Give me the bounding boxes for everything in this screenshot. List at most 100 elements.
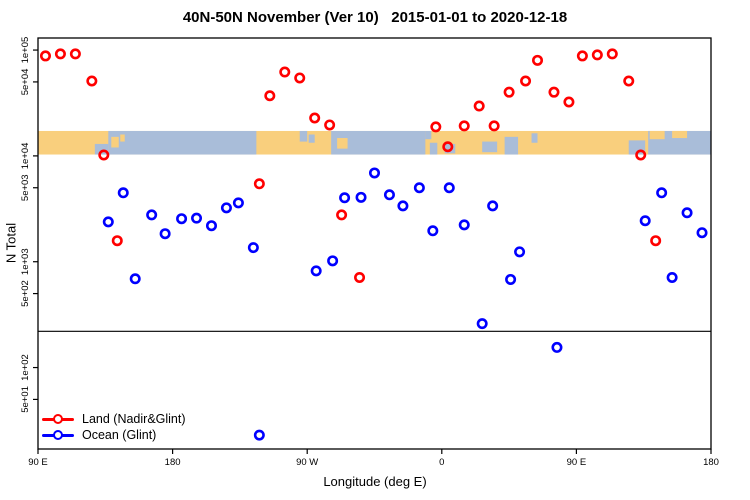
legend-label-land: Land (Nadir&Glint) — [82, 412, 186, 426]
data-point-ocean — [232, 197, 244, 209]
chart-title: 40N-50N November (Ver 10) 2015-01-01 to … — [182, 9, 568, 26]
data-point-ocean — [339, 192, 351, 204]
map-feature-ocean — [94, 143, 109, 155]
y-axis-label: N Total — [3, 222, 19, 264]
data-point-ocean — [666, 271, 678, 283]
data-point-land — [430, 121, 442, 133]
data-point-ocean — [159, 228, 171, 240]
ocean-series-symbol — [42, 429, 74, 442]
data-point-land — [336, 209, 348, 221]
data-point-land — [576, 50, 588, 62]
data-point-ocean — [383, 189, 395, 201]
x-tick-label: 180 — [703, 457, 719, 468]
data-point-ocean — [220, 202, 232, 214]
map-feature-ocean — [425, 130, 432, 140]
data-point-ocean — [397, 200, 409, 212]
data-point-ocean — [681, 207, 693, 219]
data-point-land — [458, 120, 470, 132]
map-band-ocean — [331, 130, 426, 155]
data-point-land — [532, 54, 544, 66]
y-tick-label: 5e+02 — [20, 280, 31, 307]
data-point-ocean — [458, 219, 470, 231]
data-point-land — [309, 112, 321, 124]
y-tick-label: 5e+01 — [20, 386, 31, 413]
data-point-ocean — [191, 212, 203, 224]
map-feature-ocean — [299, 130, 308, 142]
data-point-ocean — [505, 273, 517, 285]
map-feature-land — [111, 136, 119, 148]
ocean-circle-icon — [52, 430, 63, 440]
data-point-land — [294, 72, 306, 84]
data-point-ocean — [656, 187, 668, 199]
x-tick-label: 90 E — [28, 457, 48, 468]
data-point-ocean — [146, 209, 158, 221]
data-point-land — [563, 96, 575, 108]
map-feature-land — [649, 130, 665, 140]
data-point-ocean — [368, 167, 380, 179]
data-point-land — [39, 50, 51, 62]
data-point-land — [111, 235, 123, 247]
data-point-ocean — [327, 255, 339, 267]
x-tick-label: 90 W — [296, 457, 318, 468]
data-point-ocean — [487, 200, 499, 212]
y-tick-label: 1e+05 — [20, 37, 31, 64]
data-point-land — [488, 120, 500, 132]
map-feature-ocean — [444, 143, 456, 154]
map-feature-ocean — [482, 141, 498, 153]
x-tick-label: 0 — [439, 457, 444, 468]
data-point-land — [623, 75, 635, 87]
data-point-land — [86, 75, 98, 87]
data-point-land — [253, 178, 265, 190]
data-point-land — [69, 48, 81, 60]
data-point-ocean — [310, 265, 322, 277]
data-point-land — [591, 49, 603, 61]
legend-label-ocean: Ocean (Glint) — [82, 428, 157, 442]
data-point-land — [650, 235, 662, 247]
y-tick-label: 1e+02 — [20, 354, 31, 381]
map-band-ocean — [108, 130, 257, 155]
data-point-ocean — [639, 215, 651, 227]
data-point-land — [279, 66, 291, 78]
map-feature-land — [337, 138, 348, 149]
data-point-ocean — [696, 227, 708, 239]
map-feature-land — [672, 130, 688, 139]
land-circle-icon — [52, 414, 63, 424]
y-tick-label: 5e+04 — [20, 69, 31, 96]
y-tick-label: 5e+03 — [20, 174, 31, 201]
x-tick-label: 180 — [165, 457, 181, 468]
data-point-ocean — [413, 182, 425, 194]
data-point-land — [606, 48, 618, 60]
land-series-symbol — [42, 413, 74, 426]
data-point-ocean — [117, 187, 129, 199]
x-tick-label: 90 E — [567, 457, 587, 468]
data-point-ocean — [129, 273, 141, 285]
data-point-land — [442, 141, 454, 153]
y-tick-label: 1e+03 — [20, 248, 31, 275]
data-point-ocean — [476, 318, 488, 330]
data-point-land — [473, 100, 485, 112]
y-tick-label: 1e+04 — [20, 143, 31, 170]
data-point-ocean — [205, 220, 217, 232]
data-point-land — [503, 86, 515, 98]
data-point-ocean — [427, 225, 439, 237]
map-feature-ocean — [531, 133, 538, 143]
plot-border — [37, 37, 712, 450]
data-point-land — [98, 149, 110, 161]
data-point-ocean — [514, 246, 526, 258]
data-point-land — [324, 119, 336, 131]
data-point-land — [635, 149, 647, 161]
data-point-ocean — [176, 213, 188, 225]
legend: Land (Nadir&Glint) Ocean (Glint) — [42, 412, 186, 443]
data-point-ocean — [551, 341, 563, 353]
data-point-land — [520, 75, 532, 87]
data-point-land — [354, 271, 366, 283]
map-feature-ocean — [308, 134, 315, 143]
data-point-ocean — [443, 182, 455, 194]
data-point-ocean — [355, 191, 367, 203]
legend-item-ocean: Ocean (Glint) — [42, 428, 186, 443]
legend-item-land: Land (Nadir&Glint) — [42, 412, 186, 427]
data-point-land — [264, 90, 276, 102]
data-point-ocean — [102, 216, 114, 228]
map-feature-ocean — [504, 136, 519, 155]
